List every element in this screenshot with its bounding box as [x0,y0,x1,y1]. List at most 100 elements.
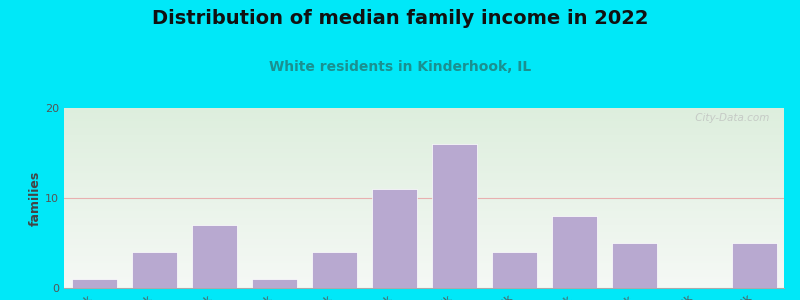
Bar [64,227,784,229]
Bar [131,252,177,288]
Bar [71,279,117,288]
Bar [64,113,784,115]
Bar [431,144,477,288]
Bar [64,283,784,284]
Bar [64,272,784,274]
Bar [64,200,784,202]
Bar [64,142,784,144]
Bar [64,212,784,214]
Bar [64,239,784,241]
Bar [64,259,784,261]
Bar [64,158,784,160]
Bar [64,286,784,288]
Bar [64,216,784,218]
Bar [64,189,784,191]
Bar [64,187,784,189]
Bar [64,164,784,166]
Bar [64,266,784,268]
Bar [64,230,784,232]
Bar [64,275,784,277]
Bar [191,225,237,288]
Bar [64,196,784,198]
Bar [64,157,784,158]
Bar [64,178,784,180]
Bar [64,241,784,243]
Text: White residents in Kinderhook, IL: White residents in Kinderhook, IL [269,60,531,74]
Bar [64,137,784,139]
Bar [491,252,537,288]
Bar [64,243,784,245]
Bar [64,121,784,122]
Bar [64,263,784,265]
Bar [64,207,784,209]
Bar [64,238,784,239]
Bar [64,166,784,167]
Bar [731,243,777,288]
Bar [64,223,784,225]
Bar [64,162,784,164]
Bar [64,232,784,234]
Bar [64,184,784,185]
Bar [64,176,784,178]
Bar [64,191,784,193]
Bar [64,151,784,153]
Bar [64,284,784,286]
Bar [64,110,784,112]
Bar [64,135,784,137]
Bar [64,261,784,263]
Bar [64,257,784,259]
Bar [64,193,784,194]
Bar [64,198,784,200]
Bar [64,221,784,223]
Bar [64,139,784,140]
Bar [64,252,784,254]
Bar [64,209,784,211]
Bar [371,189,417,288]
Bar [64,108,784,110]
Bar [64,254,784,256]
Bar [64,117,784,119]
Bar [64,281,784,283]
Bar [64,180,784,182]
Bar [64,171,784,173]
Bar [611,243,657,288]
Bar [64,248,784,250]
Bar [311,252,357,288]
Bar [64,140,784,142]
Bar [64,279,784,281]
Bar [64,182,784,184]
Text: Distribution of median family income in 2022: Distribution of median family income in … [152,9,648,28]
Bar [64,247,784,248]
Bar [64,218,784,220]
Bar [64,250,784,252]
Bar [64,148,784,149]
Bar [64,203,784,205]
Bar [64,256,784,257]
Bar [64,268,784,270]
Bar [64,277,784,279]
Bar [64,167,784,169]
Bar [64,122,784,124]
Bar [64,236,784,238]
Bar [64,131,784,133]
Bar [64,205,784,207]
Bar [64,245,784,247]
Bar [64,274,784,275]
Bar [64,175,784,176]
Bar [64,160,784,162]
Bar [64,220,784,221]
Bar [64,211,784,212]
Bar [64,112,784,113]
Bar [64,119,784,121]
Bar [64,169,784,171]
Y-axis label: families: families [30,170,42,226]
Bar [64,149,784,151]
Bar [64,214,784,216]
Bar [64,130,784,131]
Bar [64,128,784,130]
Bar [551,216,597,288]
Bar [64,265,784,266]
Bar [64,144,784,146]
Bar [64,115,784,117]
Bar [64,229,784,230]
